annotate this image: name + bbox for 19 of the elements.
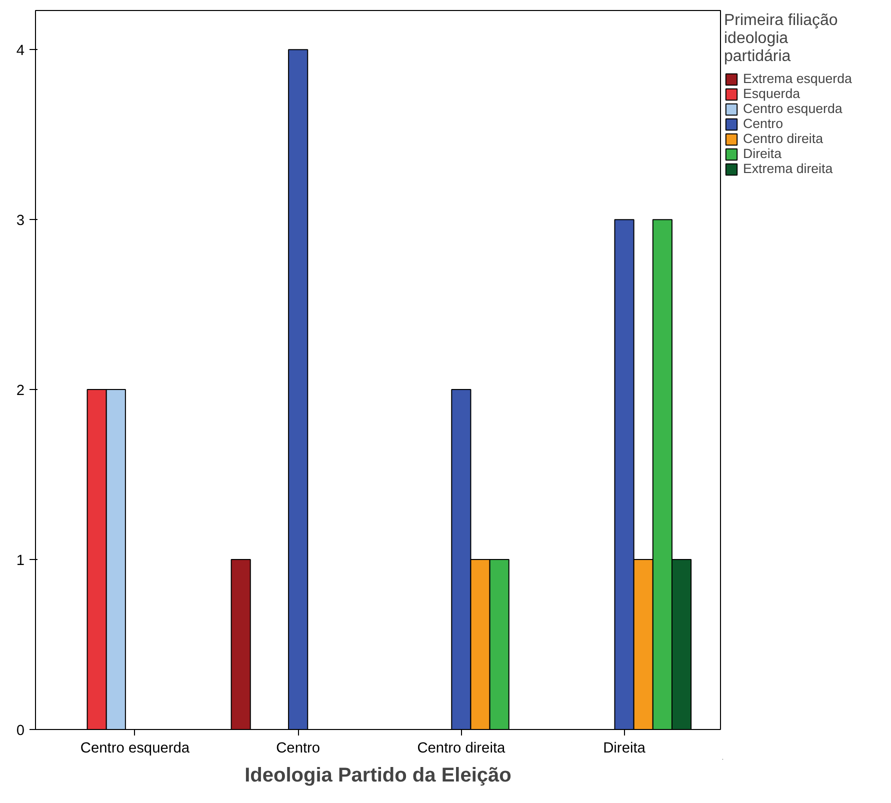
legend-title: Primeira filiação ideologia partidária: [724, 12, 839, 66]
legend-label: Centro: [743, 116, 784, 131]
legend-label: Esquerda: [743, 86, 800, 101]
y-tick-label: 3: [16, 213, 25, 230]
y-tick-label: 4: [16, 43, 25, 60]
y-tick-label: 2: [16, 383, 25, 400]
x-tick-label: Direita: [603, 740, 646, 756]
legend-label: Direita: [743, 146, 782, 161]
bar: [230, 559, 251, 730]
legend-label: Extrema esquerda: [743, 71, 852, 86]
legend-label: Extrema direita: [743, 161, 833, 176]
x-axis-title: Ideologia Partido da Eleição: [244, 764, 512, 786]
legend-label: Centro esquerda: [743, 101, 842, 116]
legend-label: Centro direita: [743, 131, 824, 146]
y-tick-label: 1: [16, 553, 25, 570]
x-tick-label: Centro direita: [417, 740, 506, 756]
x-tick-label: Centro: [276, 740, 320, 756]
y-tick-label: 0: [16, 723, 25, 739]
x-tick-label: Centro esquerda: [80, 740, 190, 756]
